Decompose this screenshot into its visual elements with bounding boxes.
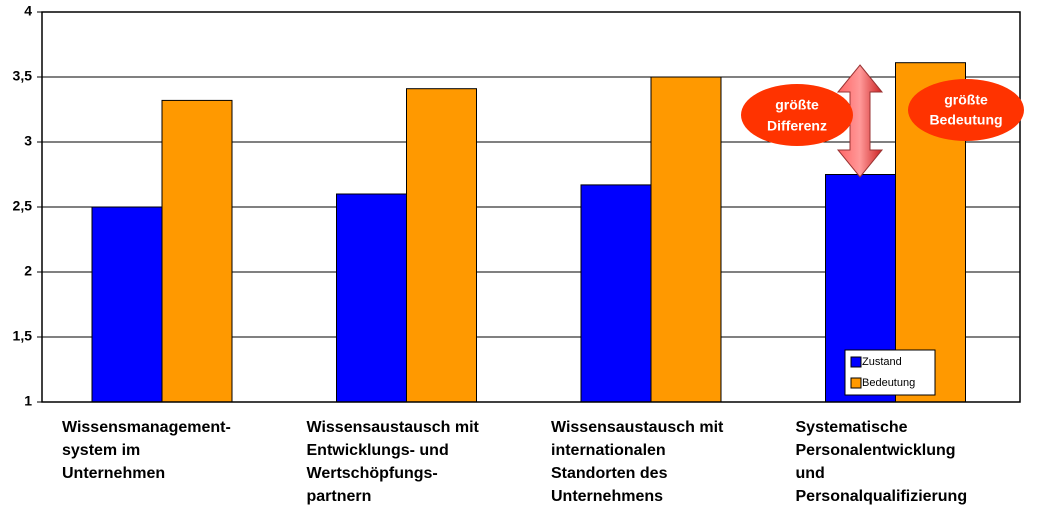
plot-border (41, 11, 1021, 403)
legend-label: Bedeutung (862, 377, 915, 389)
bar (650, 76, 722, 403)
bar (336, 193, 407, 403)
y-tick-label: 4 (24, 3, 32, 19)
x-tick-label: Entwicklungs- und (307, 442, 449, 459)
difference-arrow (836, 64, 884, 178)
x-tick-label: partnern (307, 488, 372, 505)
legend-swatch (850, 377, 862, 389)
x-tick-label: Unternehmen (62, 465, 165, 482)
x-tick-label: Systematische (796, 419, 908, 436)
y-tick-label: 3 (24, 133, 32, 149)
annotation-text: Differenz (767, 118, 827, 134)
legend-swatch (850, 356, 862, 368)
y-tick-label: 2 (24, 263, 32, 279)
y-tick-label: 1,5 (13, 328, 33, 344)
x-tick-label: und (796, 465, 825, 482)
annotation-text: Bedeutung (929, 112, 1002, 128)
legend-label: Zustand (862, 356, 902, 368)
x-tick-label: internationalen (551, 442, 666, 459)
x-tick-label: Personalqualifizierung (796, 488, 968, 505)
y-tick-label: 2,5 (13, 198, 33, 214)
x-tick-label: Wertschöpfungs- (307, 465, 438, 482)
bar (161, 99, 233, 403)
x-tick-label: system im (62, 442, 140, 459)
bar (406, 88, 477, 403)
annotation-text: größte (775, 97, 819, 113)
y-tick-label: 1 (24, 393, 32, 409)
x-tick-label: Unternehmens (551, 488, 663, 505)
bar (91, 206, 163, 403)
x-tick-label: Wissensaustausch mit (307, 419, 480, 436)
annotation-bubble (908, 79, 1024, 141)
x-tick-label: Standorten des (551, 465, 668, 482)
x-tick-label: Personalentwicklung (796, 442, 956, 459)
bar (580, 184, 652, 403)
x-tick-label: Wissensmanagement- (62, 419, 231, 436)
y-tick-label: 3,5 (13, 68, 33, 84)
annotation-bubble (741, 84, 853, 146)
annotation-text: größte (944, 92, 988, 108)
x-tick-label: Wissensaustausch mit (551, 419, 724, 436)
